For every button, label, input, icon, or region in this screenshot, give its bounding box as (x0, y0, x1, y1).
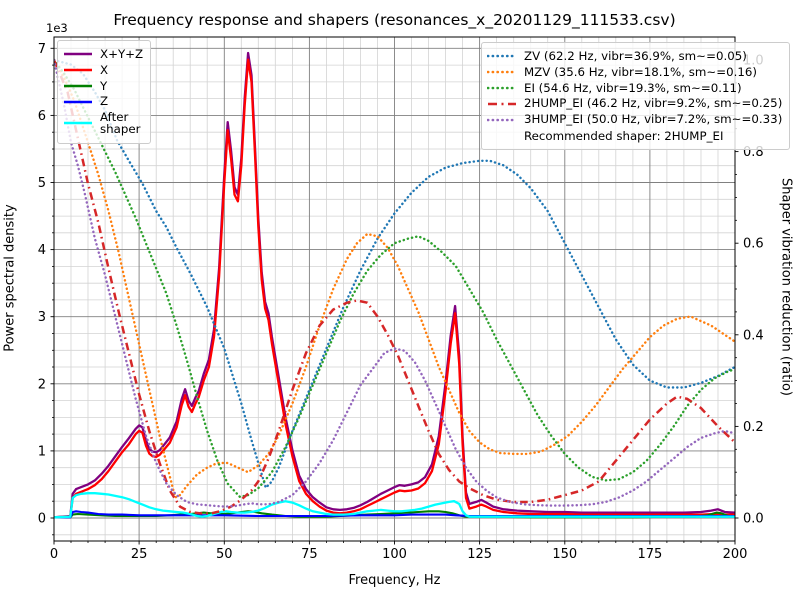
legend-label: X+Y+Z (100, 47, 144, 61)
legend-item: ZV (62.2 Hz, vibr=36.9%, sm~=0.05) (487, 50, 782, 63)
legend-label: Y (100, 78, 108, 93)
plot-area (53, 36, 736, 542)
legend-item: Y (63, 80, 143, 93)
legend-label: 3HUMP_EI (50.0 Hz, vibr=7.2%, sm~=0.33) (524, 112, 783, 127)
recommended-shaper-note: Recommended shaper: 2HUMP_EI (524, 128, 724, 143)
svg-text:75: 75 (301, 547, 318, 562)
y-axis-label-left: Power spectral density (2, 204, 18, 352)
svg-text:25: 25 (131, 547, 148, 562)
series-ei (54, 58, 735, 499)
svg-text:0: 0 (50, 547, 58, 562)
line-sample-icon (64, 68, 92, 72)
legend-item: X+Y+Z (63, 48, 143, 61)
legend-label: X (100, 62, 109, 77)
series-3hump-ei (54, 58, 735, 508)
svg-text:7: 7 (38, 42, 46, 57)
svg-text:6: 6 (38, 109, 46, 124)
legend-psd: X+Y+Z X Y Z After shaper (57, 40, 152, 144)
legend-shapers: ZV (62.2 Hz, vibr=36.9%, sm~=0.05) MZV (… (481, 42, 791, 150)
series-zv (54, 58, 735, 489)
y-axis-label-right: Shaper vibration reduction (ratio) (778, 178, 794, 396)
legend-label: EI (54.6 Hz, vibr=19.3%, sm~=0.11) (524, 80, 742, 95)
svg-text:0.2: 0.2 (743, 420, 764, 435)
legend-item: 3HUMP_EI (50.0 Hz, vibr=7.2%, sm~=0.33) (487, 113, 782, 126)
svg-text:1: 1 (38, 444, 46, 459)
svg-text:50: 50 (216, 547, 233, 562)
svg-text:125: 125 (467, 547, 492, 562)
svg-text:3: 3 (38, 310, 46, 325)
legend-label: MZV (35.6 Hz, vibr=18.1%, sm~=0.16) (524, 64, 757, 79)
line-sample-icon (487, 86, 517, 90)
legend-label: Z (100, 94, 109, 109)
legend-item: MZV (35.6 Hz, vibr=18.1%, sm~=0.16) (487, 66, 782, 79)
curves (54, 51, 735, 519)
series-mzv (54, 58, 735, 499)
line-sample-icon (488, 102, 516, 106)
svg-text:150: 150 (552, 547, 577, 562)
legend-label: 2HUMP_EI (46.2 Hz, vibr=9.2%, sm~=0.25) (524, 96, 783, 111)
line-sample-icon (64, 84, 92, 88)
line-sample-icon (487, 55, 517, 58)
svg-text:2: 2 (38, 377, 46, 392)
y-axis-offset-label: 1e3 (46, 21, 68, 35)
svg-text:100: 100 (382, 547, 407, 562)
svg-text:0: 0 (38, 512, 46, 527)
legend-item: X (63, 64, 143, 77)
chart-title: Frequency response and shapers (resonanc… (113, 11, 676, 29)
line-sample-icon (487, 118, 517, 121)
series-after-shaper (54, 492, 735, 519)
legend-item: Z (63, 95, 143, 108)
series-x-y-z (54, 51, 735, 519)
line-sample-icon (64, 100, 92, 104)
svg-text:0.0: 0.0 (743, 512, 764, 527)
svg-text:0.6: 0.6 (743, 237, 764, 252)
line-sample-icon (64, 53, 92, 56)
svg-text:175: 175 (637, 547, 662, 562)
svg-text:200: 200 (723, 547, 748, 562)
svg-text:4: 4 (38, 243, 46, 258)
legend-item: After shaper (63, 111, 143, 136)
svg-text:5: 5 (38, 176, 46, 191)
line-sample-icon (487, 70, 517, 74)
x-axis-label: Frequency, Hz (348, 573, 441, 588)
legend-item: 2HUMP_EI (46.2 Hz, vibr=9.2%, sm~=0.25) (487, 97, 782, 110)
svg-text:0.4: 0.4 (743, 328, 764, 343)
line-sample-icon (64, 122, 92, 125)
legend-label: ZV (62.2 Hz, vibr=36.9%, sm~=0.05) (524, 49, 747, 63)
legend-label: After shaper (100, 110, 141, 136)
series-2hump-ei (54, 59, 735, 515)
legend-item: EI (54.6 Hz, vibr=19.3%, sm~=0.11) (487, 82, 782, 95)
